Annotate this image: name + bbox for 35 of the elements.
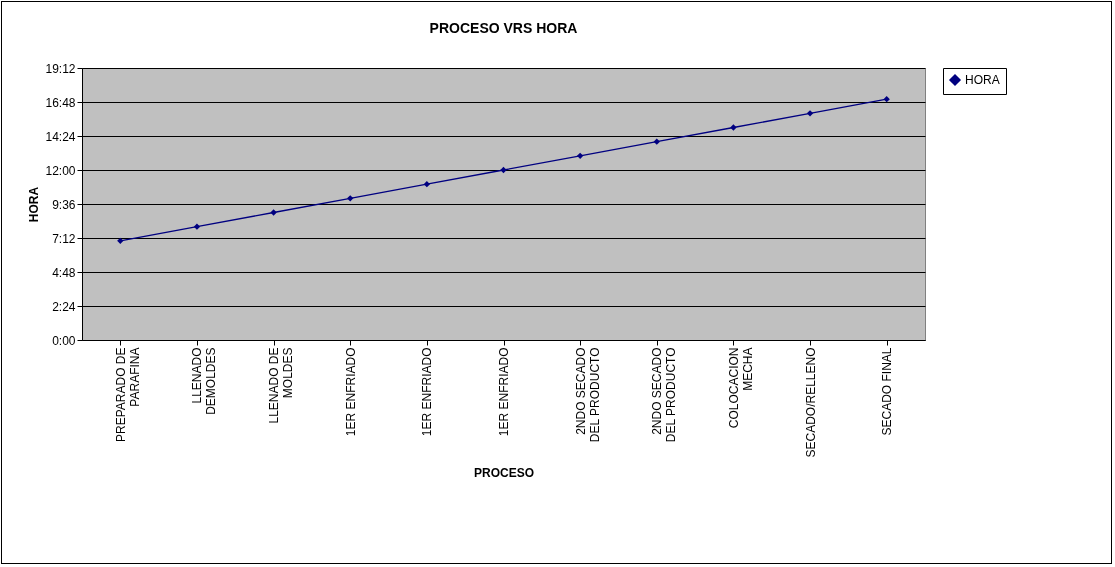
point [423,181,431,188]
x-tick-label: SECADO FINAL [880,347,895,436]
x-axis-title: PROCESO [473,465,535,480]
x-tick-label: LLENADO DEMOLDES [190,347,219,415]
legend-label: HORA [965,73,1000,87]
x-tick-label: COLOCACION MECHA [726,347,755,429]
y-tick-label: 7:12 [52,231,76,246]
y-tick-label: 12:00 [45,163,76,178]
point [653,138,660,145]
point [500,166,507,174]
y-tick-label: 19:12 [45,61,76,76]
x-tick-label: LLENADO DE MOLDES [267,347,296,424]
y-tick-label: 4:48 [52,265,76,280]
y-tick-label: 9:36 [52,197,76,212]
point [883,96,890,103]
point [270,209,277,216]
y-tick-label: 14:24 [45,129,76,144]
x-tick-label: 1ER ENFRIADO [497,347,511,437]
chart-title: PROCESO VRS HORA [429,20,578,36]
y-axis-title: HORA [27,186,42,223]
point [806,110,814,117]
point [117,237,124,244]
x-tick-label: 1ER ENFRIADO [420,347,435,437]
x-tick-label: 2NDO SECADO DEL PRODUCTO [650,347,679,443]
y-tick-label: 2:24 [52,299,76,314]
x-tick-label: SECADO/RELLENO [803,347,818,458]
y-tick-label: 16:48 [45,95,76,110]
point [576,152,584,159]
point [730,124,737,131]
x-tick-label: 2NDO SECADO DEL PRODUCTO [573,347,602,443]
x-tick-label: PREPARADO DE PARAFINA [113,347,142,442]
x-tick-label: 1ER ENFRIADO [343,347,358,437]
point [193,223,201,230]
y-tick-label: 0:00 [52,333,76,348]
point [347,195,354,202]
